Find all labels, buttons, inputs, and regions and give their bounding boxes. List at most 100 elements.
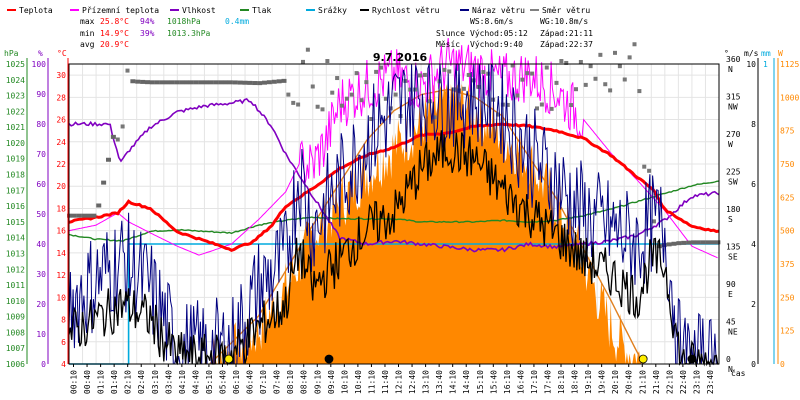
wind-direction-marker <box>539 102 544 107</box>
wind-direction-marker <box>257 81 263 86</box>
temperature-tick-label: 18 <box>56 204 66 213</box>
wind-direction-marker <box>281 78 287 83</box>
pressure-tick-label: 1025 <box>6 60 25 69</box>
time-tick-label: 00:10 <box>70 370 79 394</box>
wind-direction-marker <box>686 240 692 245</box>
wind-direction-marker <box>71 213 77 218</box>
pressure-tick-label: 1017 <box>6 186 25 195</box>
time-tick-label: 08:10 <box>286 370 295 394</box>
wind-direction-marker <box>427 99 432 104</box>
direction-tick-label: 0 <box>726 355 731 364</box>
wind-direction-marker <box>442 67 447 72</box>
wind-direction-marker <box>369 117 374 122</box>
solar-tick-label: 875 <box>780 127 795 136</box>
wind-direction-marker <box>393 92 398 97</box>
wind-direction-marker <box>154 80 160 85</box>
legend-label: Směr větru <box>542 6 590 15</box>
pressure-tick-label: 1024 <box>6 76 25 85</box>
legend-label: Teplota <box>19 6 53 15</box>
legend-label: Vlhkost <box>182 6 216 15</box>
pressure-tick-label: 1008 <box>6 328 25 337</box>
wind-direction-marker <box>232 80 238 85</box>
humidity-tick-label: 60 <box>36 180 46 189</box>
solar-tick-label: 1125 <box>780 60 799 69</box>
time-tick-label: 16:40 <box>516 370 525 394</box>
axes: hPa% °C1006100710081009101010111012101310… <box>4 49 799 394</box>
wind-direction-marker <box>125 68 130 73</box>
stat-max-temp: 25.8°C <box>100 17 129 26</box>
wind-tick-label: 2 <box>751 300 756 309</box>
time-tick-label: 02:40 <box>137 370 146 394</box>
direction-tick-name: SW <box>728 178 738 187</box>
direction-tick-label: 225 <box>726 168 741 177</box>
stat-moonset: Západ:22:37 <box>540 40 593 49</box>
wind-direction-marker <box>315 104 320 109</box>
time-tick-label: 04:40 <box>191 370 200 394</box>
wind-direction-marker <box>344 96 349 101</box>
wind-direction-marker <box>710 240 716 245</box>
legend-label: Rychlost větru <box>372 6 440 15</box>
time-tick-label: 09:10 <box>313 370 322 394</box>
wind-direction-marker <box>530 71 535 76</box>
wind-direction-marker <box>310 84 315 89</box>
solar-tick-label: 625 <box>780 193 795 202</box>
legend-label: Přízemní teplota <box>82 6 159 15</box>
time-tick-label: 15:40 <box>489 370 498 394</box>
humidity-tick-label: 80 <box>36 120 46 129</box>
wind-direction-marker <box>408 87 413 92</box>
wind-direction-marker <box>286 92 291 97</box>
wind-direction-marker <box>262 80 267 85</box>
direction-tick-label: 135 <box>726 243 741 252</box>
pressure-tick-label: 1013 <box>6 249 25 258</box>
pressure-tick-label: 1020 <box>6 139 25 148</box>
stat-wind-gust: WG:10.8m/s <box>540 17 588 26</box>
stat-avg-label: avg <box>80 40 95 49</box>
time-tick-label: 18:10 <box>557 370 566 394</box>
wind-direction-marker <box>374 69 379 74</box>
wind-direction-marker <box>301 59 305 64</box>
time-tick-label: 22:10 <box>665 370 674 394</box>
wind-direction-marker <box>335 76 340 81</box>
direction-axis-unit: ° <box>724 49 729 58</box>
wind-direction-marker <box>198 80 204 85</box>
wind-direction-marker <box>676 241 682 246</box>
time-tick-label: 23:40 <box>706 370 715 394</box>
temperature-tick-label: 6 <box>61 338 66 347</box>
stat-sunrise: Východ:05:12 <box>470 29 528 38</box>
chart-title: 9.7.2016 <box>373 51 428 64</box>
pressure-tick-label: 1015 <box>6 218 25 227</box>
wind-direction-marker <box>184 80 189 85</box>
temperature-line <box>68 122 720 253</box>
time-tick-label: 14:40 <box>462 370 471 394</box>
legend-label: Tlak <box>252 6 271 15</box>
wind-direction-marker <box>647 168 652 173</box>
plot-area <box>67 37 721 367</box>
wind-direction-marker <box>291 100 296 105</box>
moonset-marker <box>687 354 697 364</box>
wind-direction-marker <box>520 77 525 82</box>
solar-tick-label: 0 <box>780 360 785 369</box>
wind-direction-marker <box>457 88 461 93</box>
wind-direction-marker <box>203 80 209 85</box>
time-tick-label: 10:40 <box>354 370 363 394</box>
wind-direction-marker <box>578 59 583 64</box>
wind-direction-marker <box>223 80 228 85</box>
direction-tick-label: 360 <box>726 55 741 64</box>
time-tick-label: 05:40 <box>218 370 227 394</box>
solar-tick-label: 750 <box>780 160 795 169</box>
humidity-line <box>68 97 720 253</box>
time-tick-label: 01:40 <box>110 370 119 394</box>
stat-wind-speed: WS:8.6m/s <box>470 17 514 26</box>
wind-direction-marker <box>564 60 569 65</box>
legend-label: Náraz větru <box>472 6 525 15</box>
solar-axis-unit: W <box>778 49 783 58</box>
sunset-marker <box>638 354 648 364</box>
wind-direction-marker <box>379 65 383 70</box>
wind-direction-marker <box>613 50 617 55</box>
direction-tick-name: NE <box>728 328 738 337</box>
wind-direction-marker <box>544 65 549 70</box>
wind-direction-marker <box>481 70 486 75</box>
humidity-tick-label: 40 <box>36 240 46 249</box>
direction-tick-label: 270 <box>726 130 741 139</box>
